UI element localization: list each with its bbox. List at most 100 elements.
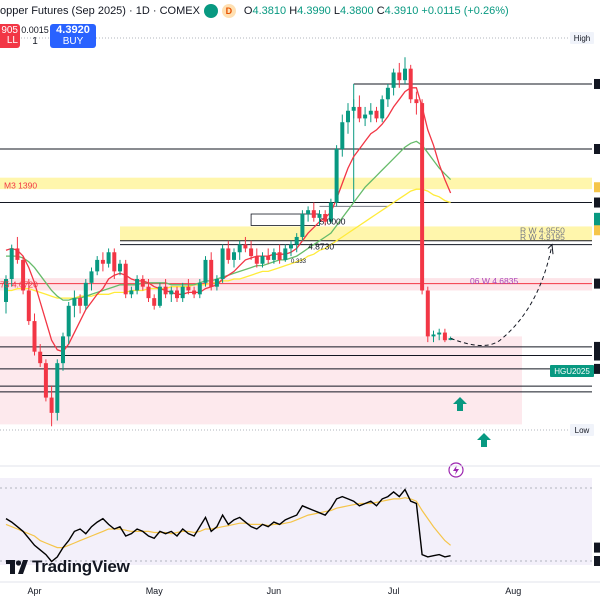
candle-body [26,290,31,322]
candle-body [95,259,100,272]
candle-body [9,248,14,280]
high-label: High [574,34,590,43]
candle-body [237,244,242,253]
level-box-5 [250,213,320,226]
low-label-bg [570,424,594,436]
level-label-48730: 4.8730 [308,242,334,252]
candle-body [232,252,236,260]
axis-price-stub [594,556,600,566]
candle-body [408,68,413,100]
sell-button[interactable]: 905 LL [0,24,20,48]
candle-body [43,363,48,398]
candle-body [214,279,219,287]
tradingview-logo[interactable]: TradingView [6,557,130,577]
candle-body [83,282,88,306]
candle-body [89,271,94,283]
ohlc-values: O4.3810 H4.3990 L4.3800 C4.3910 +0.0115 … [243,5,509,17]
level-label-1390: M3 1390 [4,180,37,190]
candle-body [442,332,447,341]
candle-body [192,290,197,295]
symbol-price-tag: HGU2025 [554,367,590,376]
candles-layer [4,57,453,427]
candle-body [220,248,225,280]
candle-body [391,72,396,88]
candle-body [135,279,140,291]
rsi-band [0,478,592,565]
rsi-line [5,488,451,563]
candle-body [374,110,379,119]
symbol-title[interactable]: opper Futures (Sep 2025) · 1D · COMEX [0,5,200,17]
axis-price-stub [594,212,600,223]
resistance-zone-weekly [120,226,592,241]
candle-body [425,290,430,337]
candle-body [380,99,385,119]
chart-header: opper Futures (Sep 2025) · 1D · COMEX D … [0,0,509,22]
candle-body [334,148,339,203]
candle-body [197,282,202,295]
x-tick-label: Apr [27,586,41,596]
status-orange-dot: D [221,4,236,18]
x-tick-label: May [146,586,164,596]
candle-body [249,248,254,257]
candle-body [317,214,322,218]
status-green-dot [203,4,218,18]
candle-body [15,248,20,260]
candle-body [368,110,373,115]
flash-bolt-icon [453,465,459,475]
axis-price-stub [594,225,600,236]
symbol-price-tag-bg [550,365,594,377]
candle-body [306,210,311,215]
rsi-layer [5,488,451,563]
candle-body [260,256,265,264]
candle-body [340,122,345,149]
candle-body [363,114,368,119]
candle-body [300,214,305,237]
buy-button[interactable]: 4.3920 BUY [50,24,96,48]
candle-body [140,279,145,287]
ma-mid-line [6,140,452,301]
axis-price-stub [594,341,600,352]
ma-fast-line [5,87,452,353]
support-zone-lower [0,336,522,425]
candle-body [61,336,65,364]
candle-body [271,252,276,260]
axis-price-stub [594,143,600,154]
candle-body [49,397,54,413]
candle-body [385,87,390,100]
candle-body [72,298,77,306]
level-label-5: 5.0000 [320,217,346,227]
candle-body [100,259,105,264]
candle-body [414,99,419,104]
candle-body [180,286,185,299]
rsi-ma-line [5,497,451,549]
candle-body [209,259,214,287]
candle-body [112,252,117,272]
axis-price-stub [594,182,600,193]
candle-body [420,103,425,291]
candle-body [157,286,162,306]
candle-body [175,290,179,299]
high-label-bg [570,32,594,44]
moving-averages-layer [5,87,452,353]
x-tick-label: Jul [388,586,400,596]
candle-body [226,248,231,260]
candle-body [38,351,43,364]
level-lines-layer [0,83,592,393]
projection-arrowhead [547,243,554,255]
candle-body [323,214,328,222]
candle-body [311,210,316,218]
low-label: Low [575,426,590,435]
candle-body [346,110,350,123]
candle-body [351,106,356,111]
candle-body [448,338,453,341]
projection-dashed-path [450,244,553,346]
candle-body [397,72,402,81]
resistance-zone-upper [0,177,592,190]
candle-body [283,248,288,260]
zones-layer [0,177,592,565]
candle-body [203,259,208,283]
candle-body [118,263,122,272]
candle-body [289,244,293,249]
